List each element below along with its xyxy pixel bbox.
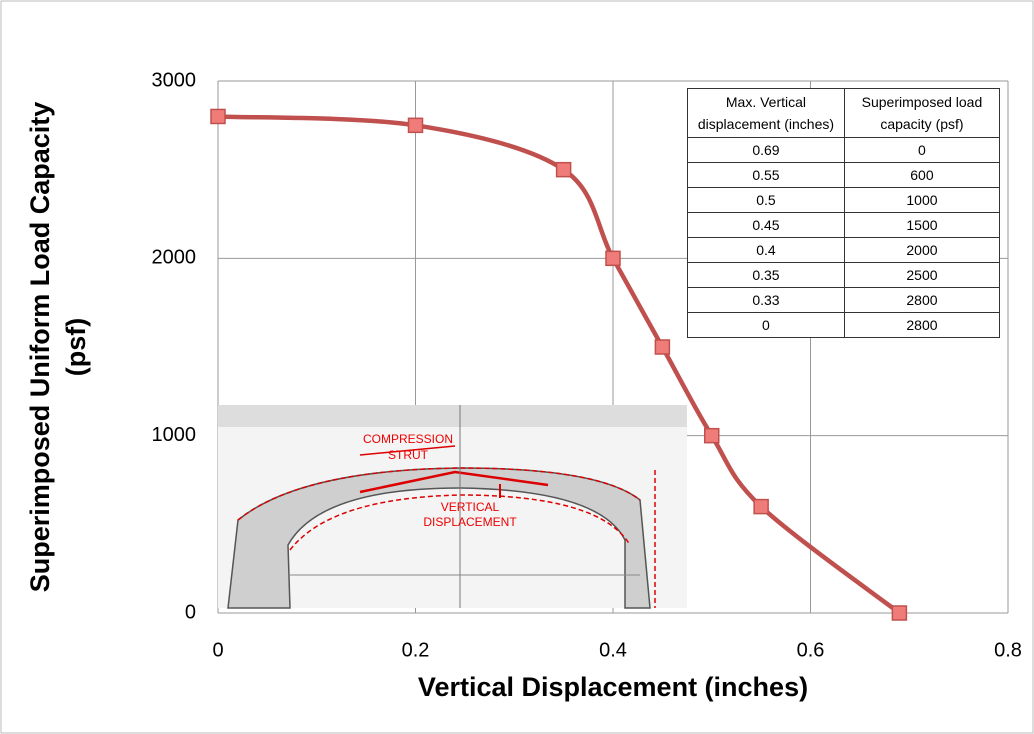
- x-axis-title: Vertical Displacement (inches): [418, 672, 808, 703]
- table-cell: 0.45: [688, 213, 845, 238]
- table-cell: Superimposed load capacity (psf): [844, 89, 999, 138]
- table-cell: 0.69: [688, 138, 845, 163]
- table-cell: 0.4: [688, 238, 845, 263]
- table-cell: 2800: [844, 313, 999, 338]
- inset-label: STRUT: [388, 448, 429, 462]
- x-tick-label: 0.6: [797, 639, 825, 661]
- inset-label: DISPLACEMENT: [423, 515, 517, 529]
- marker: [892, 606, 906, 620]
- marker: [409, 118, 423, 132]
- y-axis-title: Superimposed Uniform Load Capacity (psf): [22, 87, 94, 607]
- y-tick-label: 0: [185, 601, 196, 623]
- x-tick-label: 0: [212, 639, 223, 661]
- table-cell: 2000: [844, 238, 999, 263]
- x-tick-label: 0.8: [994, 639, 1022, 661]
- table-cell: 600: [844, 163, 999, 188]
- marker: [606, 251, 620, 265]
- marker: [705, 429, 719, 443]
- marker: [557, 163, 571, 177]
- table-cell: 1500: [844, 213, 999, 238]
- marker: [754, 500, 768, 514]
- y-tick-label: 3000: [152, 69, 197, 91]
- table-header: Max. Vertical displacement (inches)Super…: [688, 89, 1000, 138]
- page: 0 1000 2000 3000 0 0.2 0.4 0.6 0.8 COMPRESSION STR…: [0, 0, 1034, 734]
- y-tick-label: 2000: [152, 247, 197, 269]
- table-cell: 1000: [844, 188, 999, 213]
- inset-label: COMPRESSION: [363, 432, 453, 446]
- table-cell: 0.33: [688, 288, 845, 313]
- table-cell: 0: [688, 313, 845, 338]
- table-cell: 2500: [844, 263, 999, 288]
- y-tick-label: 1000: [152, 424, 197, 446]
- x-tick-label: 0.4: [599, 639, 627, 661]
- marker: [655, 340, 669, 354]
- data-table: Max. Vertical displacement (inches)Super…: [687, 88, 1000, 338]
- table-cell: 0: [844, 138, 999, 163]
- table-cell: 0.35: [688, 263, 845, 288]
- table-cell: 2800: [844, 288, 999, 313]
- inset-label: VERTICAL: [441, 500, 500, 514]
- table-cell: 0.5: [688, 188, 845, 213]
- x-tick-label: 0.2: [402, 639, 430, 661]
- table-cell: 0.55: [688, 163, 845, 188]
- marker: [211, 109, 225, 123]
- table-cell: Max. Vertical displacement (inches): [688, 89, 845, 138]
